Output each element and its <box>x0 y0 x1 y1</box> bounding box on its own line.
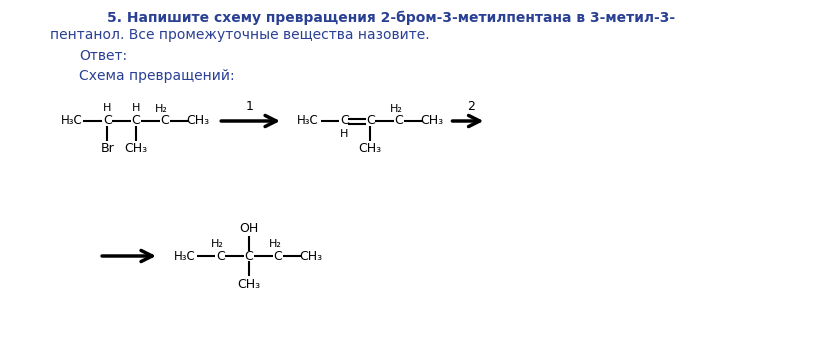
Text: 5. Напишите схему превращения 2-бром-3-метилпентана в 3-метил-3-: 5. Напишите схему превращения 2-бром-3-м… <box>107 11 676 25</box>
Text: C: C <box>273 250 282 262</box>
Text: CH₃: CH₃ <box>299 250 322 262</box>
Text: 1: 1 <box>247 100 254 114</box>
Text: C: C <box>132 115 140 127</box>
Text: C: C <box>216 250 225 262</box>
Text: CH₃: CH₃ <box>124 142 147 156</box>
Text: H: H <box>103 103 112 113</box>
Text: H₃C: H₃C <box>297 115 318 127</box>
Text: 2: 2 <box>467 100 476 114</box>
Text: Br: Br <box>100 142 114 156</box>
Text: OH: OH <box>240 221 259 235</box>
Text: H₃C: H₃C <box>174 250 196 262</box>
Text: H: H <box>132 103 140 113</box>
Text: CH₃: CH₃ <box>186 115 209 127</box>
Text: CH₃: CH₃ <box>420 115 443 127</box>
Text: пентанол. Все промежуточные вещества назовите.: пентанол. Все промежуточные вещества наз… <box>50 28 429 42</box>
Text: Схема превращений:: Схема превращений: <box>79 69 235 83</box>
Text: C: C <box>161 115 169 127</box>
Text: H₂: H₂ <box>268 239 282 249</box>
Text: H: H <box>340 129 348 139</box>
Text: C: C <box>245 250 253 262</box>
Text: C: C <box>366 115 375 127</box>
Text: Ответ:: Ответ: <box>79 49 127 63</box>
Text: CH₃: CH₃ <box>237 277 261 290</box>
Text: H₂: H₂ <box>211 239 224 249</box>
Text: H₃C: H₃C <box>61 115 82 127</box>
Text: C: C <box>340 115 349 127</box>
Text: C: C <box>395 115 403 127</box>
Text: CH₃: CH₃ <box>359 142 382 156</box>
Text: H₂: H₂ <box>155 104 168 114</box>
Text: C: C <box>102 115 112 127</box>
Text: H₂: H₂ <box>390 104 402 114</box>
